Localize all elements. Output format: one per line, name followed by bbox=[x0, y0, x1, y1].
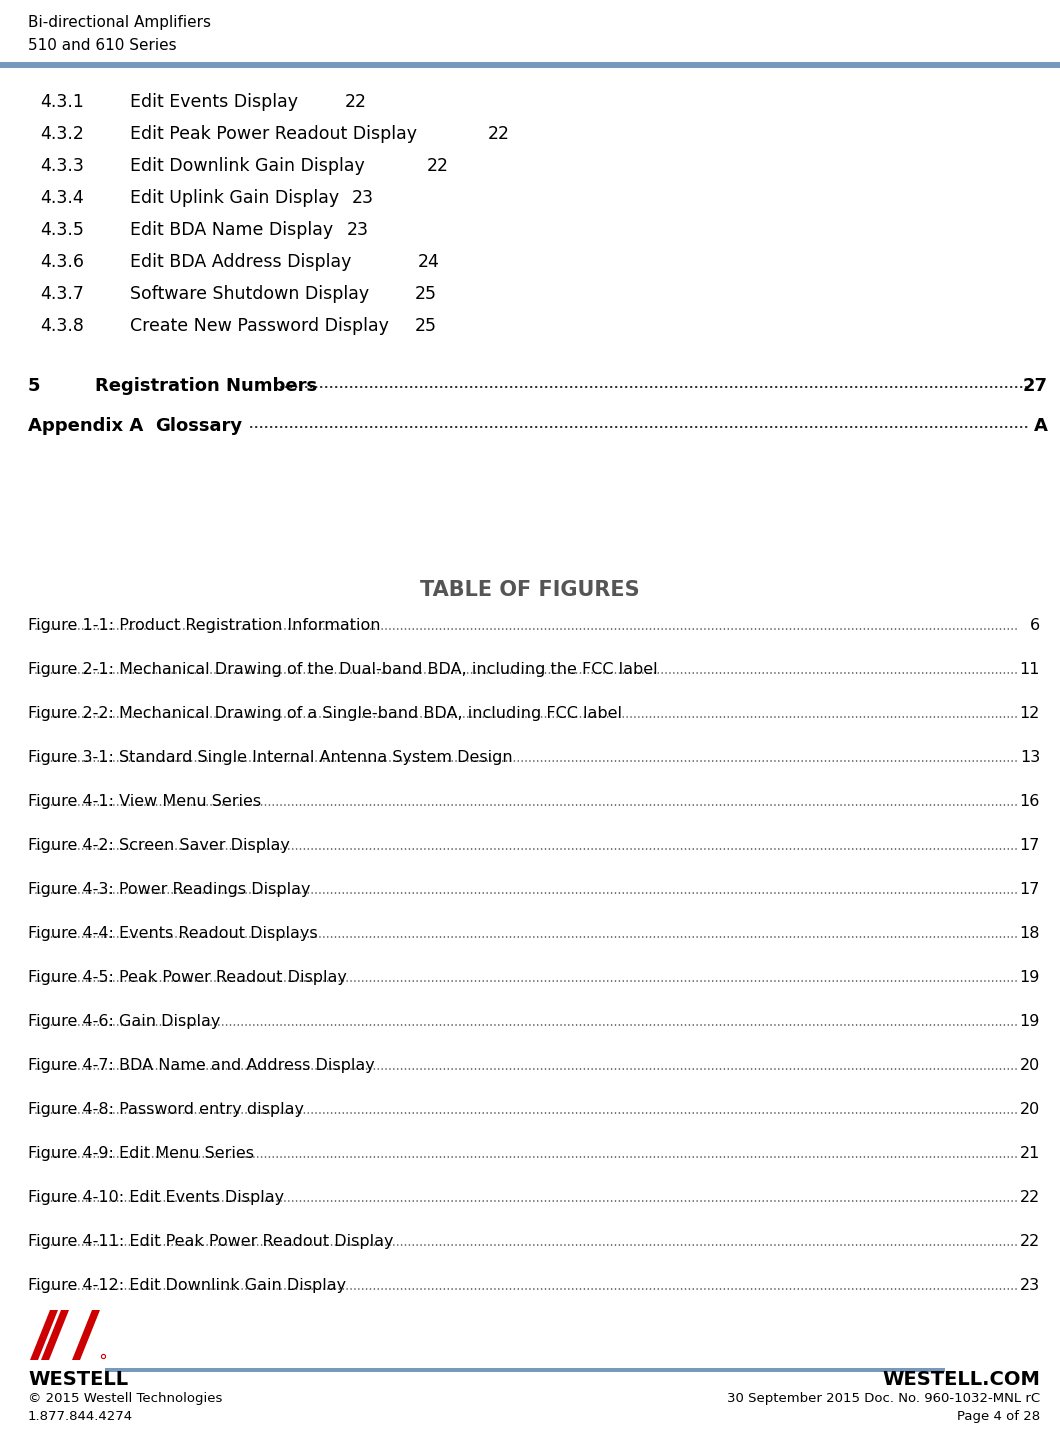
Text: Figure 2-1: Mechanical Drawing of the Dual-band BDA, including the FCC label: Figure 2-1: Mechanical Drawing of the Du… bbox=[28, 662, 657, 677]
Text: Edit BDA Name Display: Edit BDA Name Display bbox=[130, 221, 333, 239]
Text: 30 September 2015 Doc. No. 960-1032-MNL rC: 30 September 2015 Doc. No. 960-1032-MNL … bbox=[727, 1392, 1040, 1405]
Text: WESTELL: WESTELL bbox=[28, 1370, 128, 1389]
Text: Software Shutdown Display: Software Shutdown Display bbox=[130, 284, 369, 303]
Text: 510 and 610 Series: 510 and 610 Series bbox=[28, 39, 177, 53]
Text: Figure 3-1: Standard Single Internal Antenna System Design: Figure 3-1: Standard Single Internal Ant… bbox=[28, 750, 513, 765]
Polygon shape bbox=[30, 1310, 58, 1360]
Text: 5: 5 bbox=[28, 377, 40, 394]
Text: 20: 20 bbox=[1020, 1102, 1040, 1117]
Text: A: A bbox=[1035, 417, 1048, 434]
Text: Figure 4-3: Power Readings Display: Figure 4-3: Power Readings Display bbox=[28, 882, 311, 897]
Text: Edit Events Display: Edit Events Display bbox=[130, 93, 298, 111]
Text: Figure 2-2: Mechanical Drawing of a Single-band BDA, including FCC label: Figure 2-2: Mechanical Drawing of a Sing… bbox=[28, 706, 622, 722]
Text: Page 4 of 28: Page 4 of 28 bbox=[957, 1410, 1040, 1423]
Text: 22: 22 bbox=[427, 157, 449, 174]
Bar bbox=[105, 1368, 946, 1372]
Text: 4.3.8: 4.3.8 bbox=[40, 317, 84, 334]
Text: Figure 4-5: Peak Power Readout Display: Figure 4-5: Peak Power Readout Display bbox=[28, 970, 347, 985]
Text: 17: 17 bbox=[1020, 837, 1040, 853]
Text: Figure 4-1: View Menu Series: Figure 4-1: View Menu Series bbox=[28, 795, 261, 809]
Text: Figure 4-8: Password entry display: Figure 4-8: Password entry display bbox=[28, 1102, 304, 1117]
Bar bbox=[0, 61, 1060, 69]
Text: Edit Peak Power Readout Display: Edit Peak Power Readout Display bbox=[130, 124, 417, 143]
Text: 20: 20 bbox=[1020, 1057, 1040, 1073]
Text: Figure 4-9: Edit Menu Series: Figure 4-9: Edit Menu Series bbox=[28, 1146, 254, 1160]
Text: Registration Numbers: Registration Numbers bbox=[95, 377, 317, 394]
Text: © 2015 Westell Technologies: © 2015 Westell Technologies bbox=[28, 1392, 223, 1405]
Text: Figure 4-12: Edit Downlink Gain Display: Figure 4-12: Edit Downlink Gain Display bbox=[28, 1278, 347, 1293]
Text: 4.3.4: 4.3.4 bbox=[40, 189, 84, 207]
Text: 27: 27 bbox=[1023, 377, 1048, 394]
Text: TABLE OF FIGURES: TABLE OF FIGURES bbox=[420, 580, 640, 600]
Text: 19: 19 bbox=[1020, 970, 1040, 985]
Text: 22: 22 bbox=[1020, 1235, 1040, 1249]
Text: 22: 22 bbox=[344, 93, 367, 111]
Text: Edit Uplink Gain Display: Edit Uplink Gain Display bbox=[130, 189, 339, 207]
Polygon shape bbox=[41, 1310, 69, 1360]
Text: Figure 4-7: BDA Name and Address Display: Figure 4-7: BDA Name and Address Display bbox=[28, 1057, 375, 1073]
Text: 23: 23 bbox=[352, 189, 374, 207]
Text: Glossary: Glossary bbox=[155, 417, 242, 434]
Text: Figure 1-1: Product Registration Information: Figure 1-1: Product Registration Informa… bbox=[28, 617, 381, 633]
Text: 4.3.6: 4.3.6 bbox=[40, 253, 84, 272]
Text: Figure 4-2: Screen Saver Display: Figure 4-2: Screen Saver Display bbox=[28, 837, 289, 853]
Text: Figure 4-4: Events Readout Displays: Figure 4-4: Events Readout Displays bbox=[28, 926, 318, 942]
Text: 18: 18 bbox=[1020, 926, 1040, 942]
Text: 23: 23 bbox=[347, 221, 369, 239]
Text: 4.3.5: 4.3.5 bbox=[40, 221, 84, 239]
Text: 11: 11 bbox=[1020, 662, 1040, 677]
Text: 4.3.2: 4.3.2 bbox=[40, 124, 84, 143]
Text: 17: 17 bbox=[1020, 882, 1040, 897]
Text: Bi-directional Amplifiers: Bi-directional Amplifiers bbox=[28, 14, 211, 30]
Text: 4.3.3: 4.3.3 bbox=[40, 157, 84, 174]
Text: Figure 4-11: Edit Peak Power Readout Display: Figure 4-11: Edit Peak Power Readout Dis… bbox=[28, 1235, 393, 1249]
Text: 12: 12 bbox=[1020, 706, 1040, 722]
Text: Edit BDA Address Display: Edit BDA Address Display bbox=[130, 253, 351, 272]
Text: Figure 4-6: Gain Display: Figure 4-6: Gain Display bbox=[28, 1015, 220, 1029]
Text: 21: 21 bbox=[1020, 1146, 1040, 1160]
Text: 25: 25 bbox=[416, 284, 437, 303]
Text: Figure 4-10: Edit Events Display: Figure 4-10: Edit Events Display bbox=[28, 1190, 284, 1205]
Text: 13: 13 bbox=[1020, 750, 1040, 765]
Text: Create New Password Display: Create New Password Display bbox=[130, 317, 389, 334]
Polygon shape bbox=[72, 1310, 100, 1360]
Text: 1.877.844.4274: 1.877.844.4274 bbox=[28, 1410, 134, 1423]
Text: 16: 16 bbox=[1020, 795, 1040, 809]
Text: 6: 6 bbox=[1030, 617, 1040, 633]
Text: Appendix A: Appendix A bbox=[28, 417, 143, 434]
Text: 19: 19 bbox=[1020, 1015, 1040, 1029]
Text: 25: 25 bbox=[416, 317, 437, 334]
Text: 24: 24 bbox=[418, 253, 440, 272]
Text: WESTELL.COM: WESTELL.COM bbox=[882, 1370, 1040, 1389]
Text: 4.3.7: 4.3.7 bbox=[40, 284, 84, 303]
Text: 23: 23 bbox=[1020, 1278, 1040, 1293]
Text: 22: 22 bbox=[488, 124, 510, 143]
Text: Edit Downlink Gain Display: Edit Downlink Gain Display bbox=[130, 157, 365, 174]
Text: 22: 22 bbox=[1020, 1190, 1040, 1205]
Text: 4.3.1: 4.3.1 bbox=[40, 93, 84, 111]
